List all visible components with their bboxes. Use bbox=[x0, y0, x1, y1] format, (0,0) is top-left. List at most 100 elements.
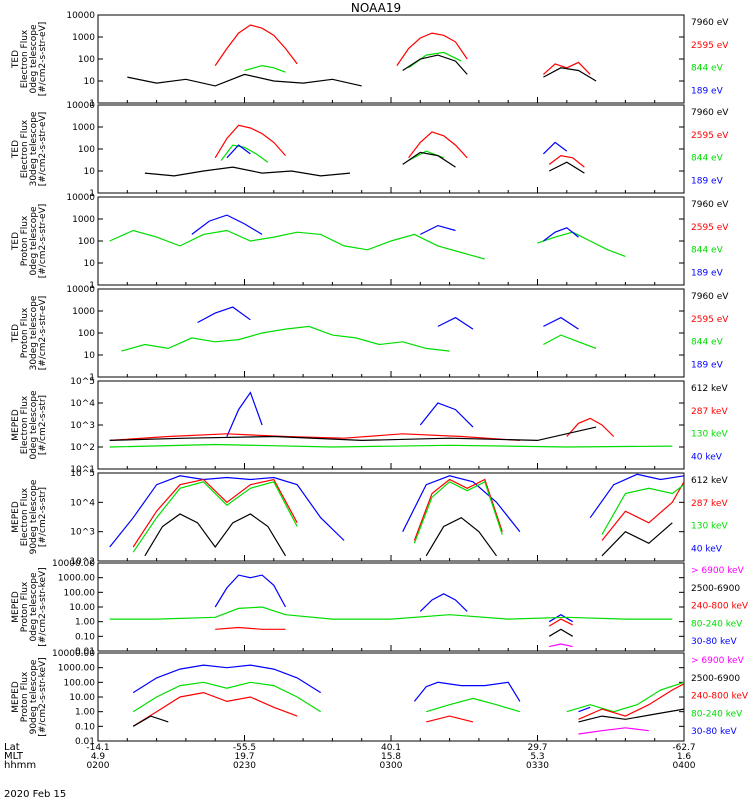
y-axis-title: Electron Flux bbox=[20, 395, 30, 454]
y-tick-label: 0.01 bbox=[75, 647, 95, 657]
y-tick-label: 1 bbox=[89, 189, 95, 199]
legend-label: > 6900 keV bbox=[691, 656, 745, 666]
y-axis-title: TED bbox=[11, 50, 21, 69]
y-axis-title: 0deg telescope bbox=[29, 572, 39, 642]
series-40-keV bbox=[589, 473, 685, 519]
series-130-keV bbox=[413, 480, 503, 544]
axis-row-value: 4.9 bbox=[91, 752, 106, 762]
series-240-800-keV bbox=[132, 691, 298, 727]
y-axis-title: MEPED bbox=[11, 501, 21, 533]
y-axis-title: [#/cm2-s-str] bbox=[38, 487, 48, 547]
panel-3: 10000 1000 100 10 1 TED Proton Flux 0deg telesc… bbox=[11, 193, 729, 291]
legend-label: 40 keV bbox=[691, 545, 723, 555]
legend-label: 240-800 keV bbox=[691, 602, 749, 612]
axis-row-value: 1.6 bbox=[677, 752, 692, 762]
panel-frame bbox=[97, 652, 685, 742]
series-189-eV bbox=[543, 316, 579, 330]
y-tick-label: 10000 bbox=[66, 193, 95, 203]
y-axis-title: 0deg telescope bbox=[29, 206, 39, 276]
y-axis-title: Proton Flux bbox=[20, 581, 30, 632]
panel-1: 10000 1000 100 10 1 TED Electron Flux 0deg tele… bbox=[11, 11, 729, 109]
legend-label: 2500-6900 bbox=[691, 674, 740, 684]
legend-label: 189 eV bbox=[691, 269, 724, 279]
series-30-80-keV bbox=[214, 574, 287, 608]
y-axis-title: 90deg telescope bbox=[29, 659, 39, 734]
y-axis-title: Electron Flux bbox=[20, 119, 30, 178]
series-844-eV bbox=[537, 231, 626, 257]
series-2595-eV bbox=[408, 131, 468, 159]
series-287-keV bbox=[109, 433, 520, 441]
series-40-keV bbox=[109, 475, 345, 548]
y-tick-label: 1000.00 bbox=[58, 574, 95, 584]
series-189-eV bbox=[543, 227, 579, 242]
chart-title: NOAA19 bbox=[351, 1, 401, 15]
y-tick-label: 10 bbox=[84, 351, 96, 361]
y-tick-label: 10^3 bbox=[70, 421, 95, 431]
legend-label: 2595 eV bbox=[691, 41, 729, 51]
series-2595-eV bbox=[214, 124, 286, 159]
axis-row-value: 0400 bbox=[673, 761, 696, 771]
y-tick-label: 1.00 bbox=[75, 618, 95, 628]
y-axis-title: [#/cm2-s-str] bbox=[38, 395, 48, 455]
legend-label: 612 keV bbox=[691, 384, 728, 394]
series-612-keV bbox=[109, 426, 597, 442]
y-axis-title: TED bbox=[11, 140, 21, 159]
y-tick-label: 100 bbox=[78, 145, 95, 155]
axis-row-value: 5.3 bbox=[530, 752, 544, 762]
y-tick-label: 10^1 bbox=[70, 465, 95, 475]
legend-label: 80-240 keV bbox=[691, 619, 743, 629]
y-tick-label: 10^2 bbox=[70, 557, 95, 567]
panel-8: 10000.00 1000.00 100.00 10.00 1.00 0.10 0.01 ME… bbox=[11, 649, 749, 747]
y-tick-label: 10000.00 bbox=[52, 559, 95, 569]
y-tick-label: 100 bbox=[78, 237, 95, 247]
series-30-80-keV bbox=[548, 614, 574, 623]
y-tick-label: 10000 bbox=[66, 101, 95, 111]
y-axis-title: MEPED bbox=[11, 681, 21, 713]
series-612-keV bbox=[601, 522, 673, 557]
series-189-eV bbox=[420, 224, 456, 235]
legend-label: 2595 eV bbox=[691, 223, 729, 233]
y-axis-title: Proton Flux bbox=[20, 671, 30, 722]
panel-frame bbox=[97, 380, 685, 470]
axis-row-value: -14.1 bbox=[86, 743, 109, 753]
legend-label: 844 eV bbox=[691, 338, 724, 348]
panel-frame bbox=[97, 562, 685, 652]
legend-label: 30-80 keV bbox=[691, 637, 737, 647]
legend-label: 2500-6900 bbox=[691, 584, 740, 594]
series-287-keV bbox=[413, 478, 503, 541]
series-844-eV bbox=[220, 144, 269, 163]
series-30-80-keV bbox=[413, 681, 521, 702]
panel-7: 10000.00 1000.00 100.00 10.00 1.00 0.10 0.01 ME… bbox=[11, 559, 749, 657]
legend-label: 40 keV bbox=[691, 453, 723, 463]
series-240-800-keV bbox=[426, 715, 474, 723]
axis-row-value: 0330 bbox=[526, 761, 549, 771]
y-axis-title: 0deg telescope bbox=[29, 390, 39, 460]
y-tick-label: 100 bbox=[78, 55, 95, 65]
axis-row-value: 0230 bbox=[233, 761, 256, 771]
y-axis-title: MEPED bbox=[11, 409, 21, 441]
panel-frame bbox=[97, 288, 685, 378]
panel-frame bbox=[97, 104, 685, 194]
legend-label: 7960 eV bbox=[691, 292, 729, 302]
series-130-keV bbox=[132, 481, 298, 553]
series-7960-eV bbox=[402, 151, 456, 168]
legend-label: 7960 eV bbox=[691, 18, 729, 28]
series-40-keV bbox=[402, 475, 521, 533]
series-80-240-keV bbox=[132, 681, 322, 713]
legend-label: 130 keV bbox=[691, 430, 728, 440]
series-189-eV bbox=[191, 214, 263, 235]
y-tick-label: 100.00 bbox=[64, 678, 96, 688]
axis-row-value: 19.7 bbox=[234, 752, 254, 762]
series-287-keV bbox=[566, 417, 615, 437]
y-tick-label: 1.00 bbox=[75, 708, 95, 718]
y-tick-label: 0.01 bbox=[75, 737, 95, 747]
y-axis-title: [#/cm2-s-str-keV] bbox=[38, 657, 48, 736]
y-axis-title: [#/cm2-s-str-eV] bbox=[38, 204, 48, 279]
y-tick-label: 10^4 bbox=[70, 399, 95, 409]
legend-label: 7960 eV bbox=[691, 200, 729, 210]
y-axis-title: Electron Flux bbox=[20, 29, 30, 88]
y-tick-label: 100.00 bbox=[64, 588, 96, 598]
series-7960-eV bbox=[402, 54, 468, 75]
legend-label: 844 eV bbox=[691, 246, 724, 256]
